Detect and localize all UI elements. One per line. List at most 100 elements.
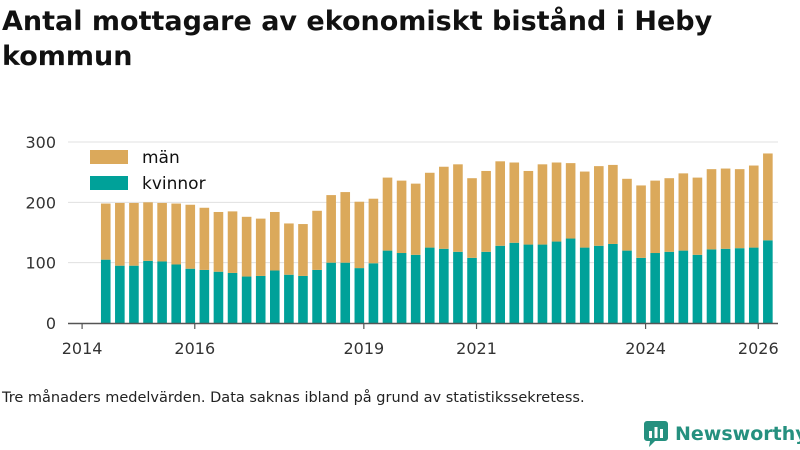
bar-man — [523, 170, 534, 245]
bar-kvinnor — [326, 262, 336, 323]
bar-kvinnor — [720, 248, 731, 323]
bar-kvinnor — [565, 238, 576, 323]
bar-man — [284, 223, 294, 275]
bar-kvinnor — [129, 265, 139, 323]
bar-man — [720, 168, 731, 249]
bar-man — [171, 203, 181, 265]
bar-kvinnor — [509, 242, 520, 323]
bar-kvinnor — [650, 253, 660, 323]
bar-man — [763, 153, 773, 241]
bar-man — [537, 164, 548, 245]
bar-kvinnor — [551, 241, 562, 323]
bar-man — [115, 202, 125, 266]
bar-kvinnor — [143, 260, 153, 323]
bar-kvinnor — [692, 254, 703, 323]
x-tick-label-2019: 2019 — [343, 339, 384, 358]
bar-man — [636, 185, 646, 258]
brand-name: Newsworthy — [675, 423, 800, 445]
bar-man — [692, 177, 703, 255]
bar-kvinnor — [270, 270, 280, 323]
bar-man — [129, 202, 139, 266]
bar-man — [199, 207, 210, 270]
bar-man — [748, 165, 759, 248]
bar-man — [270, 211, 280, 271]
bar-kvinnor — [227, 272, 238, 323]
bar-man — [664, 178, 675, 252]
bar-man — [298, 224, 308, 276]
bar-man — [439, 166, 449, 249]
bar-kvinnor — [213, 271, 224, 323]
chart-title: Antal mottagare av ekonomiskt bistånd i … — [2, 6, 713, 72]
bar-man — [185, 204, 196, 269]
bar-man — [650, 180, 660, 254]
bar-kvinnor — [664, 251, 675, 323]
legend-swatch-man — [90, 150, 128, 164]
bar-kvinnor — [171, 264, 181, 323]
bar-kvinnor — [706, 249, 717, 323]
y-tick-label-0: 0 — [46, 314, 56, 333]
bar-kvinnor — [340, 262, 351, 323]
bar-kvinnor — [396, 253, 407, 323]
bar-man — [495, 161, 505, 246]
bar-man — [481, 170, 491, 252]
bar-kvinnor — [199, 269, 210, 323]
legend: män kvinnor — [80, 143, 218, 197]
bar-man — [579, 171, 590, 248]
bar-kvinnor — [748, 247, 759, 323]
chart-caption: Tre månaders medelvärden. Data saknas ib… — [2, 390, 585, 406]
legend-swatch-kvinnor — [90, 176, 128, 190]
bar-kvinnor — [537, 244, 548, 323]
stacked-bar-chart: 0 100 200 300 2014 2016 2019 2021 2024 2026 män kv… — [25, 133, 778, 358]
bar-kvinnor — [467, 257, 477, 323]
legend-label-kvinnor: kvinnor — [142, 174, 206, 194]
x-tick-label-2026: 2026 — [738, 339, 779, 358]
bar-kvinnor — [284, 274, 294, 323]
bar-kvinnor — [636, 257, 646, 323]
bar-kvinnor — [298, 275, 308, 323]
bar-kvinnor — [157, 261, 167, 323]
bar-kvinnor — [622, 250, 632, 323]
x-tick-label-2014: 2014 — [62, 339, 103, 358]
y-tick-label-200: 200 — [25, 193, 56, 212]
y-tick-label-100: 100 — [25, 254, 56, 273]
legend-label-man: män — [142, 148, 180, 168]
bar-man — [410, 183, 421, 255]
x-tick-label-2021: 2021 — [456, 339, 497, 358]
bar-man — [100, 203, 111, 260]
bar-man — [227, 211, 238, 273]
bar-kvinnor — [678, 250, 689, 323]
bar-kvinnor — [241, 276, 252, 323]
bar-kvinnor — [100, 259, 111, 323]
bar-man — [354, 201, 365, 269]
bar-kvinnor — [354, 268, 365, 323]
bar-man — [255, 218, 266, 276]
bar-man — [734, 169, 745, 249]
bars — [100, 153, 773, 323]
y-tick-label-300: 300 — [25, 133, 56, 152]
bar-man — [396, 180, 407, 254]
bar-kvinnor — [382, 250, 393, 323]
brand-logo: Newsworthy — [643, 420, 800, 448]
bar-man — [608, 164, 618, 244]
bar-kvinnor — [410, 254, 421, 323]
bar-kvinnor — [523, 244, 534, 323]
bar-kvinnor — [734, 248, 745, 323]
bar-man — [312, 210, 322, 270]
bar-kvinnor — [115, 265, 125, 323]
axes: 0 100 200 300 2014 2016 2019 2021 2024 2026 — [25, 133, 778, 358]
bar-kvinnor — [424, 247, 435, 323]
bar-man — [622, 178, 632, 251]
bar-kvinnor — [481, 251, 491, 323]
bar-man — [453, 164, 463, 252]
bar-man — [382, 177, 393, 251]
bar-man — [143, 202, 153, 261]
bar-man — [326, 195, 336, 263]
bar-kvinnor — [312, 269, 322, 323]
bar-kvinnor — [594, 245, 604, 323]
bar-man — [340, 192, 351, 263]
bar-man — [706, 169, 717, 250]
bar-kvinnor — [763, 240, 773, 323]
bar-kvinnor — [368, 263, 379, 323]
bar-man — [551, 162, 562, 242]
bar-man — [424, 172, 435, 248]
